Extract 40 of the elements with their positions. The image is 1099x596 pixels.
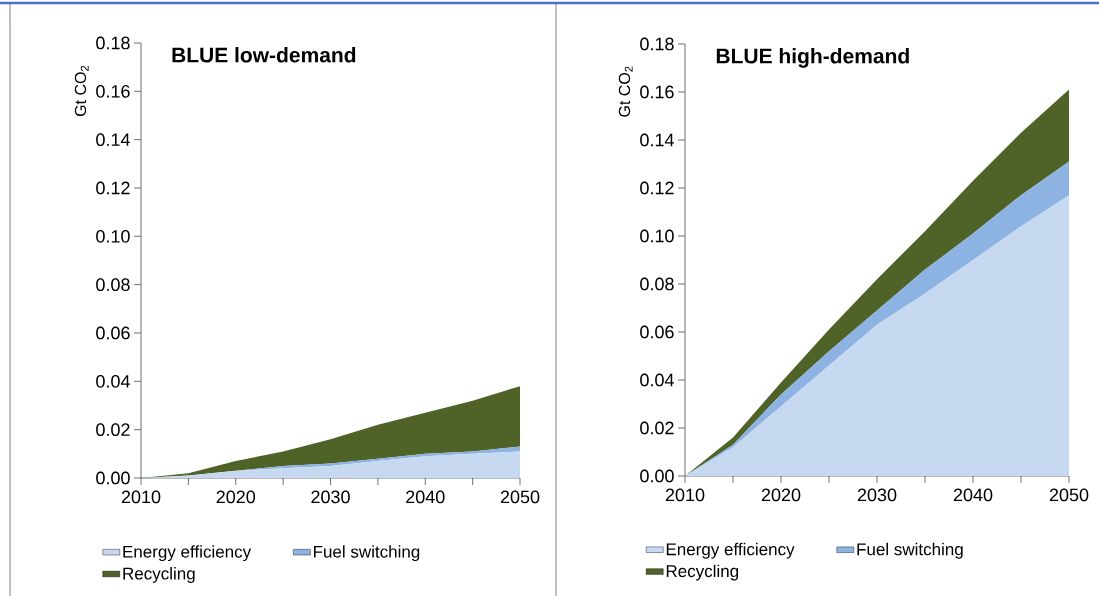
chart-title: BLUE low-demand — [172, 47, 356, 63]
y-tick-label: 0.04 — [640, 373, 674, 387]
y-tick-label: 0.14 — [640, 133, 674, 147]
y-tick-label: 0.06 — [640, 325, 674, 339]
y-tick-label: 0.18 — [96, 36, 130, 50]
x-tick-label: 2020 — [761, 488, 801, 502]
y-tick-label: 0.08 — [640, 277, 674, 291]
y-tick-label: 0.10 — [640, 229, 674, 243]
y-tick-label: 0.06 — [96, 326, 130, 340]
y-axis-title: Gt CO$_{2}$ — [618, 66, 633, 117]
y-tick-label: 0.04 — [96, 374, 130, 388]
legend-label: Energy efficiency — [666, 542, 795, 559]
y-tick-label: 0.02 — [96, 423, 130, 437]
y-tick-label: 0.18 — [640, 37, 674, 51]
y-axis-title: Gt CO$_{2}$ — [74, 65, 89, 117]
y-tick-label: 0.10 — [96, 229, 130, 243]
y-tick-label: 0.08 — [96, 278, 130, 292]
y-tick-label: 0.14 — [96, 133, 130, 147]
y-tick-label: 0.00 — [96, 471, 130, 485]
chart-title: BLUE high-demand — [716, 48, 909, 68]
x-tick-label: 2030 — [857, 488, 897, 502]
x-tick-label: 2010 — [121, 490, 161, 504]
x-tick-label: 2040 — [953, 488, 993, 502]
x-tick-label: 2010 — [665, 488, 705, 502]
y-tick-label: 0.02 — [640, 421, 674, 435]
x-tick-label: 2030 — [311, 490, 350, 504]
y-tick-label: 0.16 — [640, 85, 674, 99]
legend-label: Recycling — [666, 564, 739, 581]
legend-label: Fuel switching — [857, 542, 963, 559]
y-tick-label: 0.12 — [96, 181, 130, 195]
y-tick-label: 0.12 — [640, 181, 674, 195]
legend-label: Recycling — [123, 567, 195, 583]
legend-label: Energy efficiency — [123, 545, 252, 562]
y-tick-label: 0.16 — [96, 84, 130, 98]
legend-label: Fuel switching — [314, 545, 420, 562]
x-tick-label: 2050 — [1049, 488, 1089, 502]
x-tick-label: 2040 — [406, 490, 445, 504]
x-tick-label: 2050 — [500, 490, 540, 504]
x-tick-label: 2020 — [216, 490, 256, 504]
y-tick-label: 0.00 — [640, 469, 674, 483]
